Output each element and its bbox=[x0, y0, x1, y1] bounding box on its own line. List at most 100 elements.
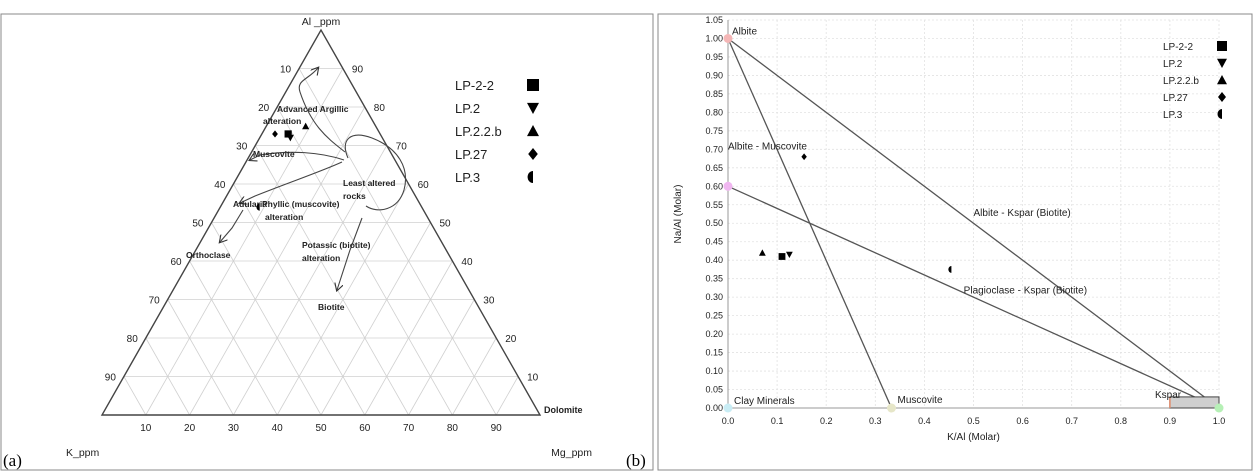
reference-label: Clay Minerals bbox=[734, 396, 795, 407]
scatter-data-points bbox=[758, 153, 952, 273]
data-point-LP.27 bbox=[272, 130, 278, 138]
grid-line bbox=[233, 145, 388, 416]
tick-label-left: 30 bbox=[236, 142, 248, 153]
triangle-up-marker bbox=[302, 122, 310, 130]
reference-point bbox=[1214, 403, 1224, 413]
x-tick-label: 0.0 bbox=[722, 416, 735, 426]
triangle-up-marker bbox=[527, 125, 539, 137]
field-label: alteration bbox=[302, 253, 340, 263]
tick-label-left: 80 bbox=[127, 334, 139, 345]
diamond-marker bbox=[528, 148, 538, 160]
legend-b-label: LP.2 bbox=[1163, 59, 1183, 70]
data-point-LP.2.2.b bbox=[758, 249, 766, 256]
data-point-LP.2 bbox=[785, 251, 793, 259]
alteration-arrow bbox=[220, 209, 244, 242]
legend-a-marker bbox=[527, 79, 539, 91]
tick-label-right: 30 bbox=[483, 296, 495, 307]
legend-b-marker bbox=[1217, 58, 1227, 68]
tick-label-left: 40 bbox=[214, 180, 226, 191]
legend-b: LP-2-2 LP.2 LP.2.2.b LP.27 LP.3 bbox=[1163, 41, 1227, 121]
grid-line bbox=[189, 260, 278, 416]
triangle-down-marker bbox=[527, 102, 539, 114]
grid-line bbox=[211, 222, 322, 416]
data-point-LP-2-2 bbox=[284, 130, 292, 138]
scatter-field-labels: Albite - Muscovite Albite - Kspar (Biotit… bbox=[728, 141, 1087, 296]
legend-b-label: LP.3 bbox=[1163, 110, 1183, 121]
legend-a-label: LP.2 bbox=[455, 101, 480, 116]
reference-point bbox=[887, 403, 897, 413]
legend-b-label: LP.2.2.b bbox=[1163, 76, 1199, 87]
alteration-arrow bbox=[240, 161, 343, 203]
field-label: Plagioclase - Kspar (Biotite) bbox=[964, 285, 1087, 296]
field-label: Orthoclase bbox=[186, 250, 231, 260]
corner-label-mg: Mg_ppm bbox=[551, 447, 592, 459]
tick-label-bottom: 20 bbox=[184, 423, 196, 434]
y-tick-label: 0.65 bbox=[705, 163, 723, 173]
tick-label-bottom: 70 bbox=[403, 423, 415, 434]
corner-label-k: K_ppm bbox=[66, 447, 100, 459]
grid-line bbox=[364, 260, 453, 416]
field-label: alteration bbox=[263, 116, 301, 126]
legend-b-label: LP-2-2 bbox=[1163, 42, 1193, 53]
legend-a-marker bbox=[528, 148, 538, 160]
y-tick-label: 0.05 bbox=[705, 385, 723, 395]
y-tick-label: 0.40 bbox=[705, 255, 723, 265]
field-label: Phyllic (muscovite) bbox=[262, 199, 340, 209]
field-label: Albite - Kspar (Biotite) bbox=[974, 208, 1071, 219]
field-label: Least altered bbox=[343, 178, 395, 188]
reference-label: Kspar bbox=[1155, 390, 1182, 401]
half-circle-marker bbox=[256, 203, 260, 211]
triangle-down-marker bbox=[286, 134, 294, 142]
alteration-arrow bbox=[298, 68, 346, 153]
y-axis-title: Na/Al (Molar) bbox=[673, 185, 684, 244]
ternary-grid bbox=[123, 68, 519, 416]
x-tick-label: 0.2 bbox=[820, 416, 833, 426]
scatter-field-lines bbox=[727, 37, 1220, 409]
y-tick-label: 0.15 bbox=[705, 348, 723, 358]
tick-label-right: 80 bbox=[374, 103, 386, 114]
panel-a-frame bbox=[0, 13, 654, 471]
field-label: Biotite bbox=[318, 302, 345, 312]
tick-label-bottom: 90 bbox=[491, 423, 503, 434]
legend-b-marker bbox=[1218, 92, 1226, 102]
panel-b-frame bbox=[657, 13, 1253, 471]
y-tick-label: 0.70 bbox=[705, 144, 723, 154]
alteration-arrow bbox=[337, 217, 363, 290]
y-tick-label: 0.35 bbox=[705, 274, 723, 284]
data-point-LP.27 bbox=[801, 153, 807, 161]
tick-label-right: 40 bbox=[461, 257, 473, 268]
y-tick-label: 0.55 bbox=[705, 200, 723, 210]
y-tick-label: 1.00 bbox=[705, 33, 723, 43]
panel-label-a: (a) bbox=[3, 451, 22, 470]
data-point-LP.3 bbox=[948, 266, 952, 273]
legend-b-label: LP.27 bbox=[1163, 93, 1188, 104]
y-tick-label: 0.20 bbox=[705, 329, 723, 339]
grid-line bbox=[320, 222, 431, 416]
tick-label-right: 70 bbox=[396, 142, 408, 153]
half-circle-marker bbox=[527, 171, 533, 183]
y-tick-label: 0.50 bbox=[705, 218, 723, 228]
tick-label-bottom: 80 bbox=[447, 423, 459, 434]
reference-minerals: Albite Muscovite Kspar Clay Minerals bbox=[723, 26, 1224, 413]
reference-point bbox=[723, 33, 733, 43]
tick-label-left: 70 bbox=[149, 296, 161, 307]
dolomite-label: Dolomite bbox=[544, 405, 583, 415]
triangle-up-marker bbox=[758, 249, 766, 256]
tick-label-left: 50 bbox=[192, 219, 204, 230]
y-tick-label: 0.90 bbox=[705, 70, 723, 80]
y-tick-label: 1.05 bbox=[705, 15, 723, 25]
data-point-LP.2 bbox=[286, 134, 294, 142]
grid-line bbox=[145, 68, 344, 416]
legend-b-marker bbox=[1217, 41, 1227, 51]
tick-label-left: 20 bbox=[258, 103, 270, 114]
field-label: Potassic (biotite) bbox=[302, 240, 371, 250]
triangle-down-marker bbox=[1217, 58, 1227, 68]
ternary-chart: 10 10 90 20 20 80 30 30 70 40 40 60 50 50 50 60 60 40 70 70… bbox=[66, 16, 592, 459]
legend-a-marker bbox=[527, 125, 539, 137]
field-label: Adularia bbox=[233, 199, 267, 209]
triangle-up-marker bbox=[1217, 75, 1227, 85]
reference-label: Muscovite bbox=[898, 395, 943, 406]
legend-b-marker bbox=[1217, 75, 1227, 85]
alteration-arrows bbox=[220, 68, 406, 290]
